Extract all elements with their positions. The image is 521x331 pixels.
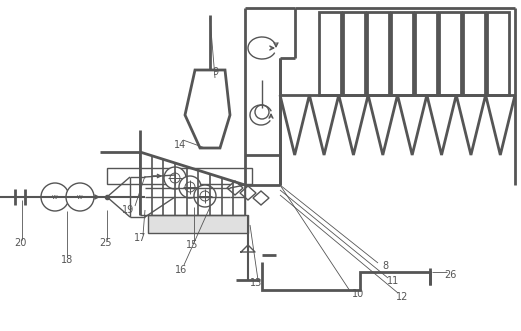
Circle shape bbox=[41, 183, 69, 211]
Polygon shape bbox=[240, 186, 256, 200]
Text: 9: 9 bbox=[212, 67, 218, 77]
Circle shape bbox=[66, 183, 94, 211]
Text: 16: 16 bbox=[175, 265, 187, 275]
Polygon shape bbox=[185, 70, 230, 148]
Text: 13: 13 bbox=[250, 278, 262, 288]
Bar bbox=[148, 215, 248, 233]
Text: w: w bbox=[52, 194, 58, 200]
Text: 14: 14 bbox=[174, 140, 186, 150]
Bar bbox=[487, 12, 509, 95]
Polygon shape bbox=[227, 181, 243, 195]
Text: 17: 17 bbox=[134, 233, 146, 243]
Circle shape bbox=[194, 185, 216, 207]
Bar bbox=[107, 168, 252, 184]
Text: w: w bbox=[77, 194, 83, 200]
Text: 20: 20 bbox=[14, 238, 26, 248]
Text: 8: 8 bbox=[382, 261, 388, 271]
Bar bbox=[343, 12, 365, 95]
Text: 12: 12 bbox=[396, 292, 408, 302]
Text: 19: 19 bbox=[122, 205, 134, 215]
Text: 26: 26 bbox=[444, 270, 456, 280]
Bar bbox=[367, 12, 389, 95]
Bar bbox=[415, 12, 437, 95]
Text: 18: 18 bbox=[61, 255, 73, 265]
Text: 25: 25 bbox=[99, 238, 111, 248]
Bar bbox=[391, 12, 413, 95]
Bar bbox=[463, 12, 485, 95]
Polygon shape bbox=[262, 262, 430, 290]
Polygon shape bbox=[253, 191, 269, 205]
Circle shape bbox=[164, 167, 186, 189]
Text: 11: 11 bbox=[387, 276, 399, 286]
Text: 15: 15 bbox=[186, 240, 198, 250]
Text: 10: 10 bbox=[352, 289, 364, 299]
Bar bbox=[439, 12, 461, 95]
Circle shape bbox=[179, 176, 201, 198]
Bar bbox=[319, 12, 341, 95]
